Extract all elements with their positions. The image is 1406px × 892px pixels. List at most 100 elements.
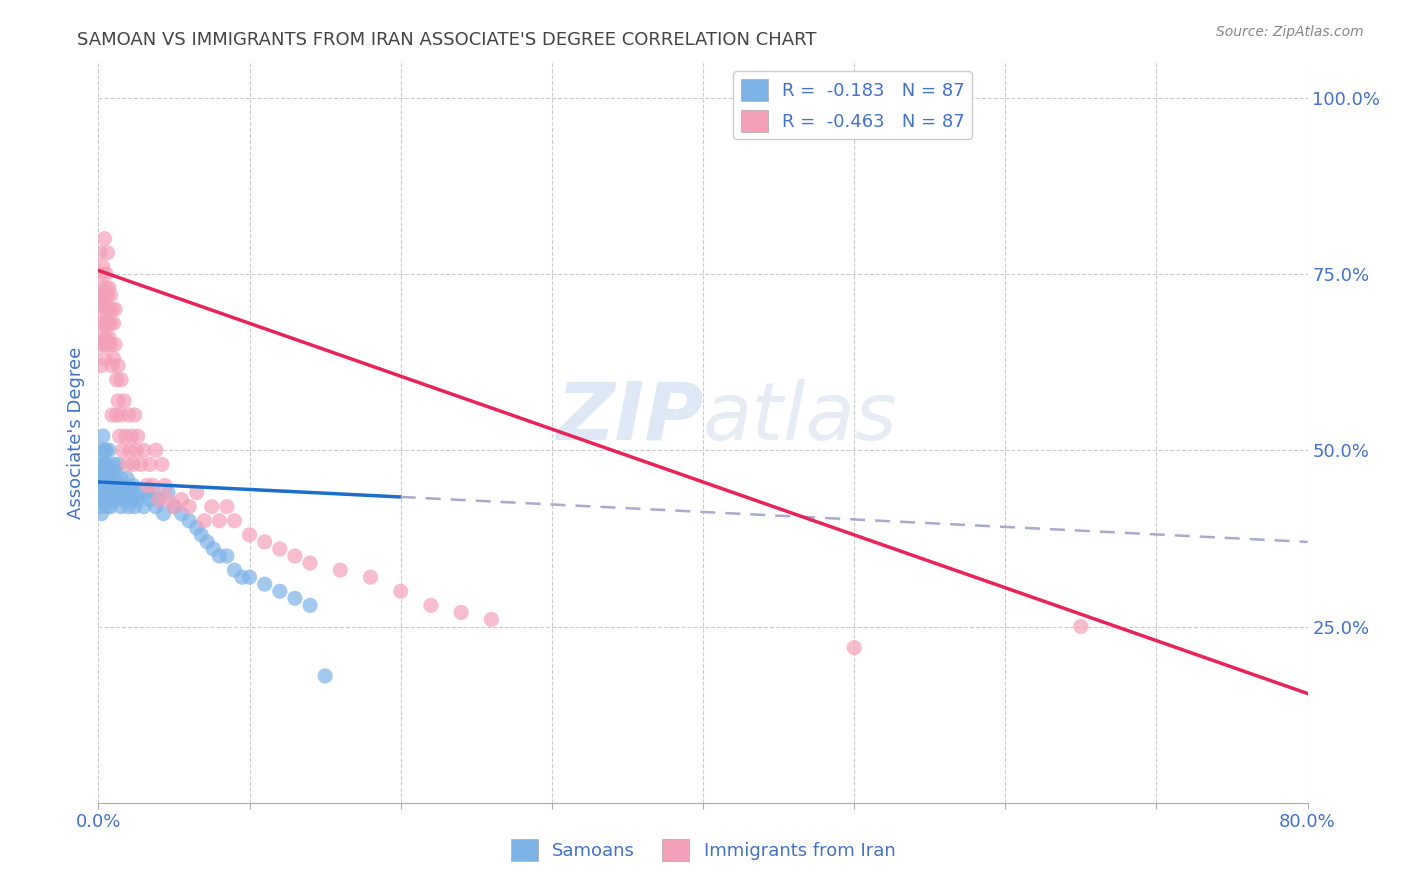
- Point: [127, 429, 149, 443]
- Point: [98, 464, 121, 478]
- Point: [239, 570, 262, 584]
- Point: [96, 245, 118, 260]
- Point: [94, 330, 117, 344]
- Point: [152, 507, 174, 521]
- Point: [253, 577, 276, 591]
- Point: [98, 330, 121, 344]
- Point: [91, 492, 114, 507]
- Point: [103, 485, 125, 500]
- Point: [91, 316, 114, 330]
- Point: [93, 478, 115, 492]
- Point: [111, 478, 134, 492]
- Point: [145, 443, 167, 458]
- Point: [193, 514, 215, 528]
- Point: [98, 478, 121, 492]
- Point: [112, 393, 135, 408]
- Point: [299, 556, 322, 570]
- Point: [103, 316, 125, 330]
- Point: [96, 316, 118, 330]
- Point: [139, 492, 162, 507]
- Point: [121, 492, 143, 507]
- Point: [96, 288, 118, 302]
- Point: [100, 288, 122, 302]
- Point: [208, 549, 231, 563]
- Point: [110, 408, 132, 422]
- Point: [89, 245, 111, 260]
- Point: [153, 478, 176, 492]
- Point: [121, 429, 143, 443]
- Point: [98, 281, 121, 295]
- Point: [89, 485, 111, 500]
- Point: [450, 606, 472, 620]
- Point: [93, 232, 115, 246]
- Point: [215, 549, 238, 563]
- Point: [148, 492, 170, 507]
- Point: [284, 549, 307, 563]
- Point: [156, 485, 179, 500]
- Point: [94, 281, 117, 295]
- Y-axis label: Associate's Degree: Associate's Degree: [66, 346, 84, 519]
- Point: [100, 316, 122, 330]
- Point: [112, 485, 135, 500]
- Point: [89, 337, 111, 351]
- Point: [101, 408, 124, 422]
- Point: [91, 458, 114, 472]
- Point: [844, 640, 866, 655]
- Point: [107, 359, 129, 373]
- Point: [96, 471, 118, 485]
- Point: [110, 500, 132, 514]
- Point: [90, 316, 112, 330]
- Point: [111, 443, 134, 458]
- Point: [224, 514, 246, 528]
- Point: [299, 599, 322, 613]
- Point: [90, 443, 112, 458]
- Point: [156, 492, 179, 507]
- Point: [420, 599, 443, 613]
- Point: [124, 408, 146, 422]
- Point: [94, 267, 117, 281]
- Point: [89, 500, 111, 514]
- Point: [239, 528, 262, 542]
- Point: [195, 535, 218, 549]
- Point: [120, 485, 142, 500]
- Point: [108, 429, 131, 443]
- Point: [253, 535, 276, 549]
- Point: [98, 443, 121, 458]
- Point: [98, 492, 121, 507]
- Point: [142, 485, 165, 500]
- Point: [91, 464, 114, 478]
- Point: [94, 492, 117, 507]
- Point: [94, 443, 117, 458]
- Point: [127, 492, 149, 507]
- Point: [96, 337, 118, 351]
- Point: [90, 471, 112, 485]
- Point: [105, 478, 128, 492]
- Point: [148, 492, 170, 507]
- Point: [96, 485, 118, 500]
- Point: [90, 507, 112, 521]
- Point: [122, 478, 145, 492]
- Point: [139, 458, 162, 472]
- Point: [150, 458, 173, 472]
- Point: [107, 393, 129, 408]
- Point: [125, 443, 148, 458]
- Point: [481, 612, 503, 626]
- Point: [89, 458, 111, 472]
- Point: [105, 408, 128, 422]
- Point: [110, 471, 132, 485]
- Point: [389, 584, 412, 599]
- Point: [114, 492, 136, 507]
- Point: [93, 337, 115, 351]
- Point: [114, 429, 136, 443]
- Point: [91, 485, 114, 500]
- Point: [91, 330, 114, 344]
- Point: [208, 514, 231, 528]
- Point: [231, 570, 253, 584]
- Point: [120, 443, 142, 458]
- Point: [202, 541, 225, 556]
- Point: [100, 485, 122, 500]
- Point: [170, 492, 193, 507]
- Point: [104, 337, 127, 351]
- Point: [91, 260, 114, 274]
- Point: [179, 500, 201, 514]
